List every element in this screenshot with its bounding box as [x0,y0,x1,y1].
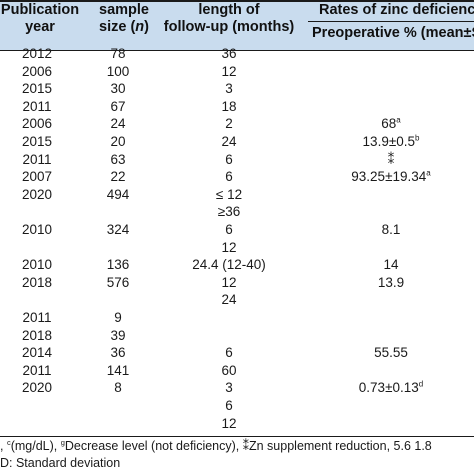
table-cell-year: 2011 [22,151,52,167]
table-cell-n: 36 [110,345,126,361]
table-cell-year: 2007 [21,169,53,185]
table-cell-f: ≤ 12 [215,186,243,202]
table-cell-f: 6 [225,398,233,413]
table-cell-n: 141 [106,362,130,378]
table-cell-f: 24 [221,292,237,308]
table-cell-p: ⁑ [387,151,395,167]
table-cell-p: 55.55 [374,345,408,361]
table-cell-n: 39 [110,327,126,343]
header-sample-size: sample size (n) [99,2,149,35]
header-preoperative: Preoperative % (mean±S [312,25,474,41]
table-cell-year: 2014 [21,345,53,361]
table-cell-n: 67 [110,98,126,114]
table-header [0,0,474,50]
table-cell-f: 12 [221,239,237,255]
table-cell-n: 576 [106,274,130,290]
table-cell-n: 100 [106,63,130,79]
table-cell-f: 6 [225,151,233,167]
table-cell-year: 2012 [21,46,53,61]
table-cell-year: 2010 [21,257,53,273]
header-bottom-rule [0,50,474,51]
table-cell-year: 2015 [21,81,53,97]
table-cell-f: 24 [221,134,237,149]
table-cell-n: 78 [110,46,126,61]
table-cell-f: 18 [221,98,237,114]
table-cell-f: 24.4 (12-40) [192,257,266,273]
table-cell-n: 22 [110,169,126,185]
table-cell-n: 24 [110,116,126,132]
table-cell-year: 2011 [22,98,52,114]
table-cell-p: 0.73±0.13d [358,379,424,396]
table-cell-p: 13.9 [377,274,405,290]
table-cell-f: 3 [225,380,233,396]
table-cell-p: 93.25±19.34a [351,168,431,185]
table-cell-n: 324 [106,222,130,237]
table-cell-n: 8 [114,380,122,396]
footnote-abbrev: , c(mg/dL), gDecrease level (not deficie… [0,437,432,453]
table-cell-n: 20 [110,134,126,149]
table-cell-n: 136 [106,257,130,273]
table-cell-p: 68a [381,115,401,132]
table-cell-year: 2018 [21,327,53,343]
table-cell-f: 12 [221,63,237,79]
table-cell-f: ≥36 [217,204,241,220]
table-cell-year: 2010 [21,222,53,237]
table-cell-year: 2018 [21,274,53,290]
table-cell-f: 3 [225,81,233,97]
table-cell-p: 13.9±0.5b [362,133,420,149]
table-cell-n: 30 [110,81,126,97]
table-cell-year: 2011 [22,310,52,325]
table-cell-year: 2006 [21,63,53,79]
table-cell-n: 494 [106,186,130,202]
table-cell-f: 36 [221,46,237,61]
table-cell-f: 12 [221,415,237,431]
table-cell-year: 2015 [21,134,53,149]
table-cell-n: 9 [114,310,122,325]
table-cell-f: 6 [225,222,233,237]
top-rule [0,0,474,2]
table-cell-f: 2 [225,116,233,132]
footnote-sd: D: Standard deviation [0,456,121,470]
header-follow-up: length of follow-up (months) [163,2,295,35]
table-cell-year: 2020 [21,380,53,396]
table-cell-n: 63 [110,151,126,167]
table-cell-year: 2011 [22,362,52,378]
header-sub-rule [308,21,474,22]
table-cell-year: 2020 [21,186,53,202]
table-cell-f: 6 [225,345,233,361]
table-cell-f: 12 [221,274,237,290]
table-cell-year: 2006 [21,116,53,132]
table-cell-p: 14 [383,257,399,273]
table-cell-f: 6 [225,169,233,185]
bottom-rule [0,436,474,437]
header-rates-zinc: Rates of zinc deficiency [319,2,474,18]
header-publication-year: Publication year [0,2,80,35]
table-cell-f: 60 [221,362,237,378]
table-cell-p: 8.1 [381,222,401,237]
